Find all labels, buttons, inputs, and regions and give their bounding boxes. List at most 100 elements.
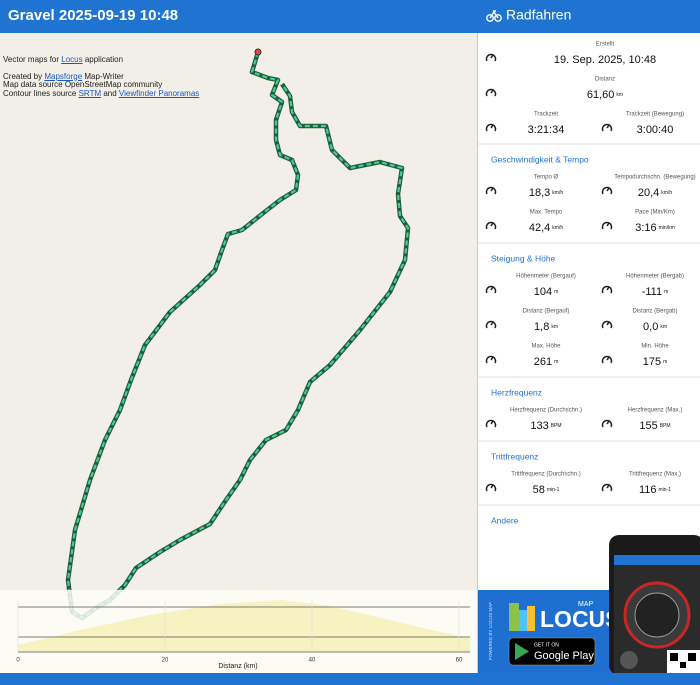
store-top: GET IT ON	[534, 642, 559, 648]
stat-value: 116	[639, 484, 657, 496]
stat-icon	[485, 221, 497, 230]
phone-image	[609, 535, 700, 675]
attribution-line: Contour lines source SRTM and Viewfinder…	[3, 88, 200, 99]
map-attribution: Vector maps for Locus application Created…	[3, 55, 200, 99]
stat-icon	[485, 320, 497, 329]
stat-unit: BPM	[551, 423, 562, 429]
ad-brand-sub: MAP	[578, 601, 594, 608]
stat-label: Trittfrequenz (Durchschn.)	[511, 472, 580, 478]
stat-label: Trackzeit	[534, 112, 558, 118]
stat-value: 175	[643, 356, 661, 368]
attribution-link[interactable]: Locus	[61, 55, 83, 64]
elevation-xlabel: Distanz (km)	[218, 663, 257, 670]
attribution-text: Created by	[3, 71, 45, 81]
section-title: Herzfrequenz	[491, 387, 542, 397]
stat-icon	[485, 186, 497, 195]
stat-value-group: 3:16 min/km	[635, 222, 675, 234]
stat-unit: m	[554, 289, 558, 295]
ad-brand: LOCUS	[540, 606, 621, 632]
x-tick-label: 20	[162, 658, 169, 664]
stat-label: Distanz (Bergauf)	[523, 309, 570, 315]
stat-icon	[601, 355, 613, 364]
stat-value: 261	[534, 356, 552, 368]
section-title: Geschwindigkeit & Tempo	[491, 154, 589, 164]
stat-label: Höhenmeter (Bergauf)	[516, 274, 576, 280]
elevation-ticks: 0 20 40 60	[16, 600, 463, 664]
map	[0, 33, 477, 590]
stat-label: Min. Höhe	[641, 344, 669, 350]
stat-unit: min-1	[659, 487, 672, 493]
stat-value-group: 1,8 km	[534, 321, 558, 333]
stat-label: Max. Tempo	[530, 210, 563, 216]
section-title: Andere	[491, 515, 519, 525]
attribution-line: Created by Mapsforge Map-Writer	[3, 71, 199, 82]
stat-value: 155	[639, 420, 657, 432]
stat-value: 19. Sep. 2025, 10:48	[554, 54, 656, 66]
stat-label: Pace (Min/Km)	[635, 210, 675, 216]
play-icon	[515, 643, 529, 660]
stat-value-group: 19. Sep. 2025, 10:48	[554, 54, 656, 66]
google-play-button[interactable]	[508, 637, 596, 666]
stat-value-group: 3:00:40	[637, 124, 674, 136]
x-tick-label: 40	[309, 658, 316, 664]
stat-icon	[485, 483, 497, 492]
stat-label: Trittfrequenz (Max.)	[629, 472, 681, 478]
activity-name: Radfahren	[506, 7, 571, 23]
stat-label: Herzfrequenz (Durchschn.)	[510, 408, 582, 414]
elevation-area	[18, 600, 470, 652]
section-title: Trittfrequenz	[491, 451, 538, 461]
stat-label: Tempo Ø	[534, 175, 559, 181]
attribution-text: Vector maps for	[3, 55, 62, 64]
stat-value: 18,3	[529, 187, 550, 199]
attribution-link[interactable]: Viewfinder Panoramas	[118, 88, 200, 98]
stat-label: Distanz	[595, 77, 615, 83]
stat-value: -111	[642, 286, 662, 298]
stat-value-group: 0,0 km	[643, 321, 667, 333]
stat-unit: m	[664, 289, 668, 295]
stat-label: Erstellt	[596, 42, 615, 48]
x-tick-label: 60	[456, 658, 463, 664]
stat-value-group: -111 m	[642, 286, 669, 298]
stat-value-group: 116 min-1	[639, 484, 671, 496]
stat-icon	[601, 483, 613, 492]
stat-value-group: 42,4 km/h	[529, 222, 563, 234]
section-title: Steigung & Höhe	[491, 253, 556, 263]
stat-value: 20,4	[638, 187, 659, 199]
stat-label: Höhenmeter (Bergab)	[626, 274, 684, 280]
stat-unit: km	[616, 92, 623, 98]
stat-value-group: 20,4 km/h	[638, 187, 672, 199]
ad-powered: POWERED BY LOCUS MAP	[488, 602, 493, 660]
attribution-text: application	[82, 55, 124, 64]
stat-unit: km/h	[552, 190, 563, 196]
attribution-text: Map data source OpenStreetMap community	[3, 80, 163, 89]
stat-unit: BPM	[660, 423, 671, 429]
stat-unit: km	[660, 324, 667, 330]
stat-value-group: 3:21:34	[528, 124, 565, 136]
header-bar	[0, 0, 700, 33]
stat-unit: km/h	[661, 190, 672, 196]
attribution-link[interactable]: Mapsforge	[44, 71, 83, 81]
stat-value: 104	[534, 286, 552, 298]
stat-value-group: 175 m	[643, 356, 668, 368]
stat-label: Distanz (Bergab)	[632, 309, 677, 315]
stats-panel: Erstellt 19. Sep. 2025, 10:48 Distanz 61,60…	[478, 42, 700, 525]
footer-bar	[0, 673, 700, 685]
stat-value: 3:21:34	[528, 124, 565, 136]
stat-icon	[485, 123, 497, 132]
stat-value-group: 155 BPM	[639, 420, 670, 432]
attribution-text: Contour lines source	[3, 88, 79, 98]
attribution-link[interactable]: SRTM	[78, 88, 102, 98]
stat-value-group: 18,3 km/h	[529, 187, 563, 199]
x-tick-label: 0	[16, 658, 20, 664]
stat-label: Tempodurchschn. (Bewegung)	[614, 175, 695, 181]
stat-icon	[485, 355, 497, 364]
stat-icon	[601, 186, 613, 195]
stat-value: 1,8	[534, 321, 549, 333]
bike-icon	[486, 10, 502, 22]
stat-value-group: 61,60 km	[587, 89, 623, 101]
stat-label: Herzfrequenz (Max.)	[628, 408, 683, 414]
attribution-line: Vector maps for Locus application	[3, 55, 199, 65]
header-title: Gravel 2025-09-19 10:48	[8, 7, 178, 24]
